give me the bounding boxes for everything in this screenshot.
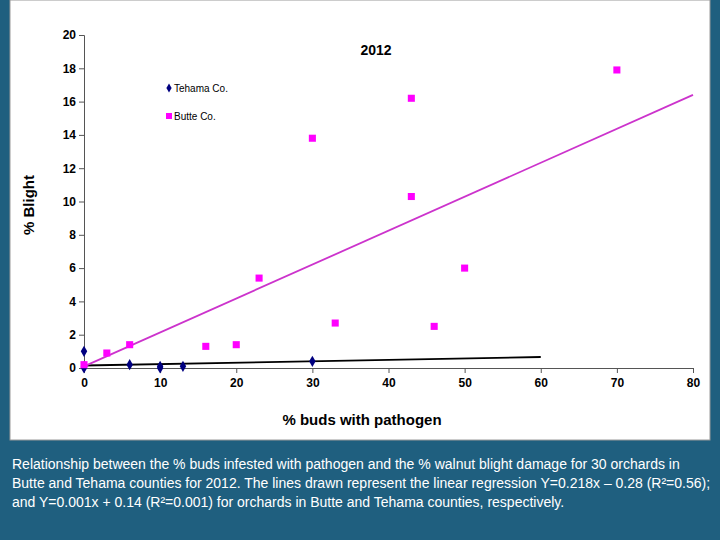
x-tick-label: 30	[306, 376, 320, 390]
data-point	[126, 359, 132, 370]
y-tick: 12	[63, 162, 84, 176]
data-point	[309, 135, 316, 142]
x-tick-label: 70	[611, 376, 625, 390]
y-tick-label: 0	[69, 361, 76, 375]
y-axis-line	[79, 36, 85, 369]
y-tick-mark	[79, 268, 84, 269]
y-tick: 18	[63, 62, 84, 76]
y-tick: 20	[63, 28, 84, 42]
data-point	[80, 361, 87, 368]
chart-title: 2012	[360, 42, 391, 58]
legend-marker	[166, 83, 171, 92]
data-point	[431, 323, 438, 330]
x-tick: 20	[230, 368, 244, 390]
data-point	[408, 193, 415, 200]
x-tick-label: 40	[382, 376, 396, 390]
x-axis-line	[85, 369, 694, 374]
y-axis-title: % Blight	[20, 175, 37, 235]
y-tick: 2	[69, 328, 84, 342]
y-tick-label: 10	[63, 195, 77, 209]
legend-label: Butte Co.	[174, 111, 216, 122]
chart-panel	[10, 0, 710, 440]
y-tick-label: 6	[69, 261, 76, 275]
legend: Tehama Co. Butte Co.	[166, 83, 228, 122]
x-tick-label: 10	[154, 376, 168, 390]
y-tick: 4	[69, 295, 84, 309]
legend-entry: Tehama Co.	[166, 83, 228, 94]
data-point	[202, 343, 209, 350]
y-axis: 0 2 4 6 8 10 12 14 16 18 20	[63, 28, 85, 375]
y-tick: 14	[63, 128, 84, 142]
y-tick: 6	[69, 261, 84, 275]
y-tick-mark	[79, 202, 84, 203]
x-tick-mark	[617, 368, 618, 373]
y-tick-mark	[79, 168, 84, 169]
y-tick-mark	[79, 335, 84, 336]
y-tick-label: 4	[69, 295, 76, 309]
x-tick: 60	[535, 368, 549, 390]
plot-marks	[80, 66, 693, 373]
trend-line	[84, 95, 693, 366]
y-tick-mark	[79, 68, 84, 69]
data-point	[309, 356, 315, 367]
x-tick-label: 0	[81, 376, 88, 390]
x-tick-mark	[236, 368, 237, 373]
data-point	[81, 346, 87, 357]
y-tick-mark	[79, 102, 84, 103]
data-point	[157, 362, 163, 373]
x-tick-label: 20	[230, 376, 244, 390]
y-tick-label: 14	[63, 128, 77, 142]
x-tick-mark	[541, 368, 542, 373]
x-tick: 40	[382, 368, 396, 390]
x-tick-label: 60	[535, 376, 549, 390]
y-tick-mark	[79, 135, 84, 136]
y-tick: 10	[63, 195, 84, 209]
x-tick-mark	[312, 368, 313, 373]
y-tick-label: 8	[69, 228, 76, 242]
y-tick: 8	[69, 228, 84, 242]
x-tick: 80	[687, 368, 701, 390]
data-point	[408, 95, 415, 102]
x-tick-label: 50	[458, 376, 472, 390]
legend-marker	[166, 113, 172, 119]
data-point	[461, 265, 468, 272]
x-tick: 50	[458, 368, 472, 390]
y-tick-mark	[79, 35, 84, 36]
x-axis-title: % buds with pathogen	[282, 411, 441, 428]
x-tick-mark	[693, 368, 694, 373]
y-tick-label: 2	[69, 328, 76, 342]
x-tick-label: 80	[687, 376, 701, 390]
x-tick: 30	[306, 368, 320, 390]
data-point	[613, 66, 620, 73]
data-point	[180, 361, 186, 372]
y-tick-label: 16	[63, 95, 77, 109]
y-tick-label: 20	[63, 28, 77, 42]
y-tick-label: 12	[63, 162, 77, 176]
y-tick-mark	[79, 235, 84, 236]
data-point	[233, 341, 240, 348]
legend-entry: Butte Co.	[166, 111, 216, 122]
x-tick-mark	[465, 368, 466, 373]
caption: Relationship between the % buds infested…	[12, 455, 712, 512]
x-tick: 70	[611, 368, 625, 390]
y-tick-mark	[79, 301, 84, 302]
data-point	[332, 320, 339, 327]
data-point	[103, 349, 110, 356]
data-point	[256, 275, 263, 282]
y-tick: 16	[63, 95, 84, 109]
legend-label: Tehama Co.	[174, 83, 228, 94]
y-tick-label: 18	[63, 62, 77, 76]
x-tick-mark	[389, 368, 390, 373]
data-point	[126, 341, 133, 348]
x-axis: 0 10 20 30 40 50 60 70 80	[81, 368, 700, 390]
